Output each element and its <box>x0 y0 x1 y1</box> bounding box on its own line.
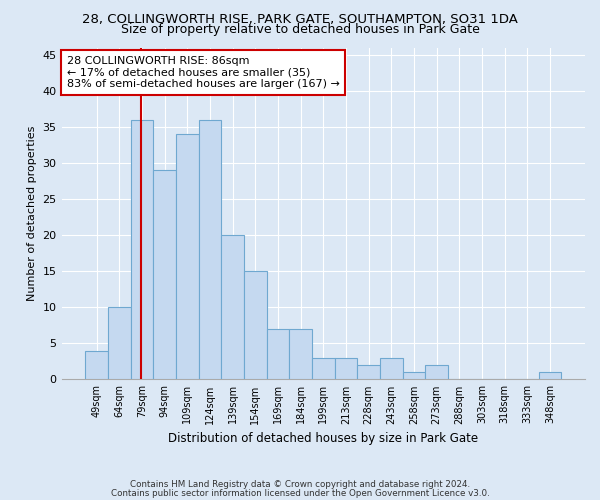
Bar <box>199 120 221 380</box>
Bar <box>85 350 108 380</box>
Bar <box>539 372 561 380</box>
Bar <box>221 235 244 380</box>
Text: Contains public sector information licensed under the Open Government Licence v3: Contains public sector information licen… <box>110 488 490 498</box>
Text: Size of property relative to detached houses in Park Gate: Size of property relative to detached ho… <box>121 22 479 36</box>
Bar <box>266 329 289 380</box>
Text: 28, COLLINGWORTH RISE, PARK GATE, SOUTHAMPTON, SO31 1DA: 28, COLLINGWORTH RISE, PARK GATE, SOUTHA… <box>82 12 518 26</box>
Bar <box>131 120 154 380</box>
Bar <box>176 134 199 380</box>
Bar <box>154 170 176 380</box>
Bar <box>289 329 312 380</box>
Text: Contains HM Land Registry data © Crown copyright and database right 2024.: Contains HM Land Registry data © Crown c… <box>130 480 470 489</box>
Bar <box>425 365 448 380</box>
Bar <box>312 358 335 380</box>
Bar <box>357 365 380 380</box>
Bar <box>403 372 425 380</box>
Bar <box>335 358 357 380</box>
Bar <box>244 271 266 380</box>
Y-axis label: Number of detached properties: Number of detached properties <box>27 126 37 301</box>
Bar <box>108 308 131 380</box>
Bar <box>380 358 403 380</box>
Text: 28 COLLINGWORTH RISE: 86sqm
← 17% of detached houses are smaller (35)
83% of sem: 28 COLLINGWORTH RISE: 86sqm ← 17% of det… <box>67 56 340 89</box>
X-axis label: Distribution of detached houses by size in Park Gate: Distribution of detached houses by size … <box>168 432 478 445</box>
